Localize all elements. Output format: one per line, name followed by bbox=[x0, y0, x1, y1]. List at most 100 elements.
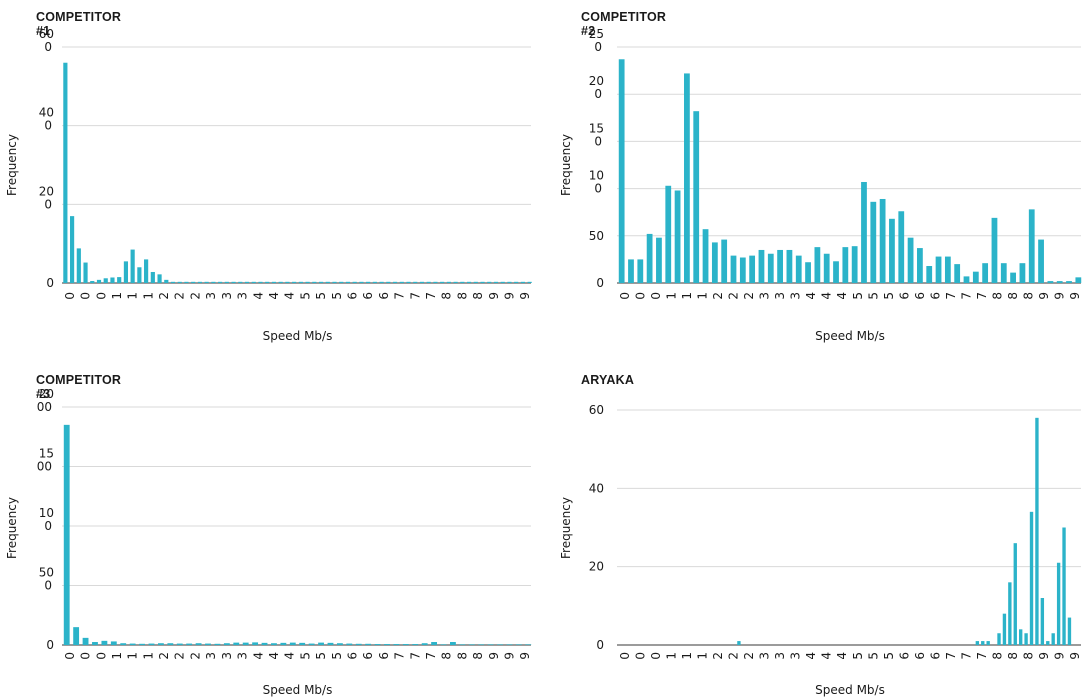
x-tick-label: 0 bbox=[618, 292, 632, 300]
bar bbox=[527, 281, 532, 283]
bar bbox=[92, 642, 98, 645]
x-tick-label: 9 bbox=[1037, 292, 1051, 300]
chart-title: ARYAKA bbox=[581, 373, 635, 387]
bar bbox=[191, 281, 196, 283]
bar bbox=[468, 644, 475, 645]
bar bbox=[879, 198, 886, 283]
bar bbox=[197, 281, 203, 283]
y-tick-label: 60 0 bbox=[39, 27, 54, 54]
bar bbox=[170, 281, 176, 283]
x-tick-label: 6 bbox=[928, 652, 942, 660]
bar bbox=[63, 424, 70, 645]
x-tick-label: 2 bbox=[157, 292, 171, 300]
x-tick-label: 4 bbox=[820, 652, 834, 660]
x-tick-label: 0 bbox=[79, 652, 93, 660]
bar bbox=[721, 239, 728, 283]
bar bbox=[110, 277, 115, 283]
bar bbox=[271, 643, 277, 645]
bar bbox=[352, 281, 357, 283]
bar bbox=[982, 263, 989, 283]
x-tick-label: 4 bbox=[283, 292, 297, 300]
x-tick-label: 8 bbox=[440, 292, 454, 300]
y-tick-label: 0 bbox=[46, 638, 54, 652]
x-tick-label: 9 bbox=[503, 652, 517, 660]
bar bbox=[308, 643, 315, 645]
bar bbox=[204, 281, 209, 283]
x-tick-label: 1 bbox=[664, 652, 678, 660]
x-tick-label: 8 bbox=[1006, 652, 1020, 660]
x-tick-label: 7 bbox=[975, 292, 989, 300]
x-tick-label: 1 bbox=[110, 652, 124, 660]
y-tick-label: 20 00 bbox=[37, 387, 54, 414]
x-tick-label: 2 bbox=[742, 292, 756, 300]
bar bbox=[280, 642, 287, 645]
bar bbox=[656, 237, 662, 283]
x-tick-label: 1 bbox=[126, 292, 140, 300]
bar bbox=[525, 644, 532, 645]
bar bbox=[332, 281, 337, 283]
x-tick-label: 6 bbox=[361, 652, 375, 660]
x-tick-label: 5 bbox=[882, 652, 896, 660]
x-tick-label: 0 bbox=[618, 652, 632, 660]
bar bbox=[1040, 598, 1045, 645]
bar bbox=[478, 644, 485, 645]
bar bbox=[150, 271, 155, 283]
bar bbox=[1002, 613, 1007, 645]
bar bbox=[386, 281, 391, 283]
x-tick-label: 5 bbox=[866, 652, 880, 660]
bar bbox=[120, 643, 127, 645]
bar bbox=[218, 281, 223, 283]
x-tick-label: 0 bbox=[94, 652, 108, 660]
x-tick-label: 7 bbox=[960, 652, 974, 660]
bar bbox=[244, 281, 250, 283]
bar bbox=[177, 281, 182, 283]
bar bbox=[305, 281, 310, 283]
y-tick-label: 20 0 bbox=[589, 74, 604, 101]
bar bbox=[450, 642, 456, 645]
x-tick-label: 4 bbox=[835, 652, 849, 660]
y-axis-label: Frequency bbox=[559, 134, 573, 196]
bar bbox=[618, 59, 625, 283]
x-tick-label: 2 bbox=[188, 652, 202, 660]
x-tick-label: 0 bbox=[63, 652, 77, 660]
bar bbox=[440, 644, 447, 645]
bar bbox=[954, 264, 961, 283]
bar bbox=[480, 281, 485, 283]
x-tick-label: 8 bbox=[991, 292, 1005, 300]
bar bbox=[379, 281, 384, 283]
bar bbox=[164, 279, 169, 283]
bar bbox=[318, 281, 324, 283]
bar bbox=[1000, 263, 1007, 283]
bar bbox=[83, 262, 88, 283]
bar bbox=[374, 644, 381, 645]
x-tick-label: 8 bbox=[1022, 652, 1036, 660]
x-tick-label: 7 bbox=[424, 292, 438, 300]
x-axis-label: Speed Mb/s bbox=[263, 329, 333, 343]
bar bbox=[412, 644, 419, 645]
bar bbox=[1075, 277, 1082, 283]
bar bbox=[252, 642, 259, 645]
x-tick-label: 4 bbox=[820, 292, 834, 300]
bar bbox=[637, 259, 644, 283]
x-tick-label: 8 bbox=[455, 292, 469, 300]
bar bbox=[289, 642, 296, 645]
bar bbox=[325, 281, 330, 283]
bar bbox=[777, 249, 783, 283]
bar bbox=[312, 281, 317, 283]
bar bbox=[440, 281, 445, 283]
bar bbox=[346, 643, 353, 645]
bar bbox=[144, 259, 149, 283]
y-tick-label: 15 00 bbox=[37, 447, 54, 474]
bar bbox=[487, 644, 494, 645]
x-tick-label: 1 bbox=[110, 292, 124, 300]
x-tick-label: 7 bbox=[960, 292, 974, 300]
bar bbox=[366, 281, 371, 283]
bar bbox=[129, 643, 136, 645]
x-tick-label: 1 bbox=[141, 292, 155, 300]
x-tick-label: 4 bbox=[804, 292, 818, 300]
bar bbox=[413, 281, 418, 283]
bar bbox=[63, 62, 68, 284]
x-tick-label: 0 bbox=[633, 292, 647, 300]
bar bbox=[355, 643, 362, 645]
